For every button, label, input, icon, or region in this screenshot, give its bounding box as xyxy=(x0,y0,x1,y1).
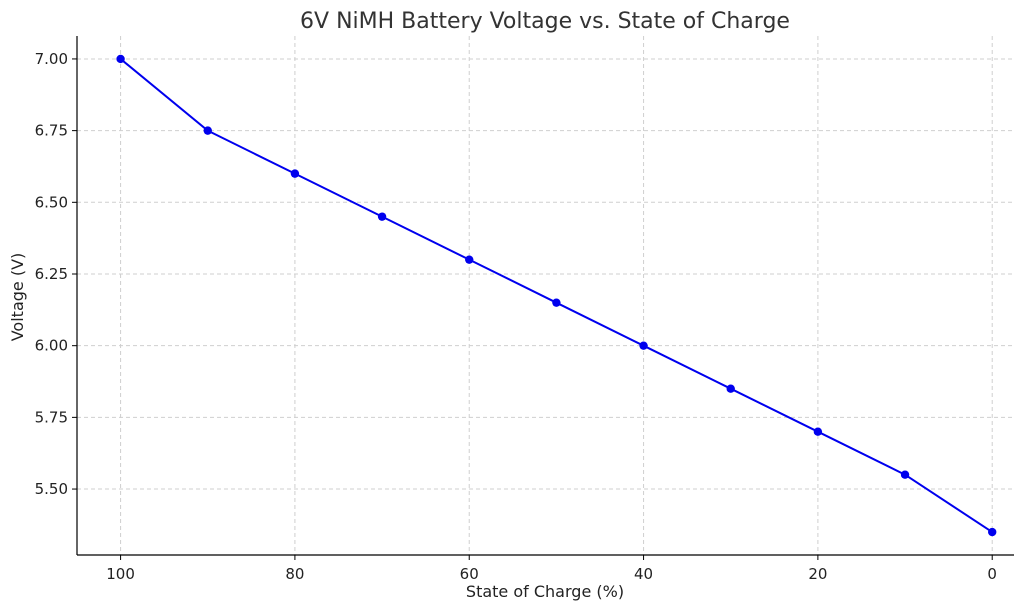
data-point xyxy=(900,470,910,479)
axes-layer xyxy=(72,36,1014,560)
x-tick-label: 20 xyxy=(808,565,827,583)
y-tick-label: 6.00 xyxy=(35,337,68,355)
x-tick-label: 60 xyxy=(460,565,479,583)
data-point xyxy=(639,341,648,350)
series-line xyxy=(119,58,993,533)
series-layer xyxy=(116,54,997,537)
grid-layer xyxy=(77,36,1014,555)
data-point xyxy=(290,169,300,178)
y-tick-label: 5.50 xyxy=(35,480,68,498)
x-tick-label: 100 xyxy=(106,565,135,583)
x-tick-label: 80 xyxy=(285,565,304,583)
data-point xyxy=(377,212,387,221)
data-point xyxy=(726,384,735,393)
y-tick-label: 6.25 xyxy=(35,265,68,283)
x-tick-label: 40 xyxy=(634,565,653,583)
data-point xyxy=(988,527,997,537)
x-tick-label: 0 xyxy=(987,565,997,583)
y-axis-label: Voltage (V) xyxy=(8,253,27,342)
data-point xyxy=(116,54,125,64)
x-axis-label: State of Charge (%) xyxy=(466,582,624,601)
data-point xyxy=(465,255,474,264)
data-point xyxy=(552,298,561,307)
y-tick-label: 5.75 xyxy=(35,408,68,426)
y-tick-label: 7.00 xyxy=(35,50,68,68)
chart-title: 6V NiMH Battery Voltage vs. State of Cha… xyxy=(300,9,790,34)
y-tick-label: 6.50 xyxy=(35,193,68,211)
data-point xyxy=(203,126,212,135)
y-tick-label: 6.75 xyxy=(35,122,68,140)
x-tick-labels: 100 80 60 40 20 0 xyxy=(106,565,997,583)
data-point xyxy=(813,427,823,436)
y-tick-labels: 5.50 5.75 6.00 6.25 6.50 6.75 7.00 xyxy=(35,50,68,498)
